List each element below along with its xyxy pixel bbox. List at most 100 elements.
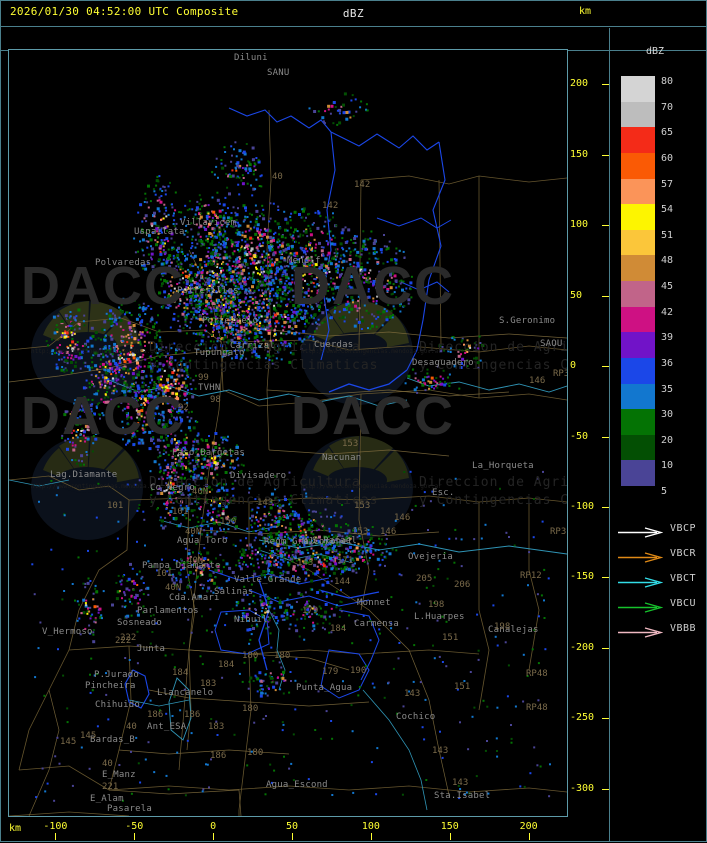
watermark-line2-a: y Contingencias Climaticas [149,358,379,373]
place-label: Co_Negro [150,483,195,493]
radar-plot-area[interactable]: DACC DACC DACC DACC Direccion de Agricul… [8,49,568,817]
colorbar-band-70 [621,102,655,128]
header-strip [1,28,706,51]
colorbar-unit-label: dBZ [646,46,664,57]
route-label: 151 [442,633,458,643]
place-label: Lag.Diamante [50,470,117,480]
y-tick-mark [602,225,609,226]
route-label: 40 [126,722,137,732]
route-label: 99 [198,373,209,383]
route-label: 179 [322,667,338,677]
colorbar-tick-60: 60 [661,153,673,164]
x-tick-label-0: 0 [210,821,216,832]
place-label: La_Horqueta [472,461,534,471]
place-label: Valle_Grande [234,575,301,585]
x-tick-label--50: -50 [125,821,143,832]
place-label: S.Geronimo [499,316,555,326]
window-title: dBZ [343,7,364,20]
route-label: 184 [218,660,234,670]
route-label: 143 [404,689,420,699]
place-label: Potrerillos [177,286,239,296]
colorbar-band-30 [621,409,655,435]
arrow-icon [617,523,663,534]
x-tick-mark [134,833,135,840]
place-label: SANU [267,68,289,78]
x-tick-label-150: 150 [441,821,459,832]
colorbar-band-54 [621,204,655,230]
x-tick-label-50: 50 [286,821,298,832]
place-label: Cuerdas [314,340,353,350]
route-label: 153 [342,439,358,449]
colorbar-tick-45: 45 [661,281,673,292]
station-legend-row[interactable]: VBCP [617,516,707,541]
colorbar-tick-54: 54 [661,204,673,215]
y-tick-mark [602,507,609,508]
station-label: VBCT [670,573,696,584]
route-label: 205 [416,574,432,584]
place-label: Salinas [214,587,253,597]
colorbar-tick-35: 35 [661,384,673,395]
arrow-icon [617,623,663,634]
place-label: P.Jurado [94,670,139,680]
station-label: VBCP [670,523,696,534]
arrow-icon [617,573,663,584]
y-tick-mark [602,296,609,297]
x-tick-mark [450,833,451,840]
place-label: Mendlf [287,256,321,266]
route-label: 179 [302,606,318,616]
station-legend-row[interactable]: VBCT [617,566,707,591]
route-label: 142 [322,201,338,211]
route-label: 142 [354,180,370,190]
colorbar-tick-39: 39 [661,332,673,343]
place-label: Polvaredas [95,258,151,268]
station-legend-row[interactable]: VBCU [617,591,707,616]
station-label: VBCR [670,548,696,559]
place-label: Bardas_B [90,735,135,745]
place-label: Parlamentos [137,606,199,616]
x-axis-unit-label: km [9,823,21,834]
place-label: Cda.Amari [169,593,220,603]
panel-divider [609,28,610,842]
y-tick-label-150: 150 [570,149,588,160]
y-tick-label-200: 200 [570,78,588,89]
colorbar-tick-51: 51 [661,230,673,241]
x-tick-label--100: -100 [43,821,67,832]
place-label: E_Alam [90,794,124,804]
route-label: 143 [297,558,313,568]
place-label: L.Huarpes [414,612,465,622]
route-label: 145 [60,737,76,747]
route-label: 145 [80,731,96,741]
route-label: 190 [350,666,366,676]
place-label: Agua_Toro [177,536,228,546]
station-label: VBCU [670,598,696,609]
y-tick-mark [602,366,609,367]
place-label: E_Manz [102,770,136,780]
y-tick-label--250: -250 [570,712,594,723]
route-label: 101 [156,569,172,579]
station-legend-row[interactable]: VBCR [617,541,707,566]
colorbar-band-39 [621,332,655,358]
place-label: Divisadero [230,471,286,481]
place-label: Paso_Bargetas [172,448,245,458]
route-label: 186 [184,710,200,720]
place-label: Llancanelo [157,688,213,698]
station-legend: VBCP VBCR VBCT VBCU VBBB [617,516,707,641]
y-tick-mark [602,84,609,85]
route-label: 222 [120,633,136,643]
route-label: RP3 [553,369,568,379]
station-legend-row[interactable]: VBBB [617,616,707,641]
place-label: Villavicem [180,218,236,228]
place-label: Portezuelo [202,316,258,326]
place-label: Tupungato [194,348,245,358]
y-tick-label-50: 50 [570,290,582,301]
colorbar-band-51 [621,230,655,256]
route-label: 40 [102,759,113,769]
colorbar-band-60 [621,153,655,179]
y-tick-label--150: -150 [570,571,594,582]
route-label: 153 [354,501,370,511]
colorbar-tick-5: 5 [661,486,667,497]
y-tick-mark [602,648,609,649]
y-tick-mark [602,718,609,719]
